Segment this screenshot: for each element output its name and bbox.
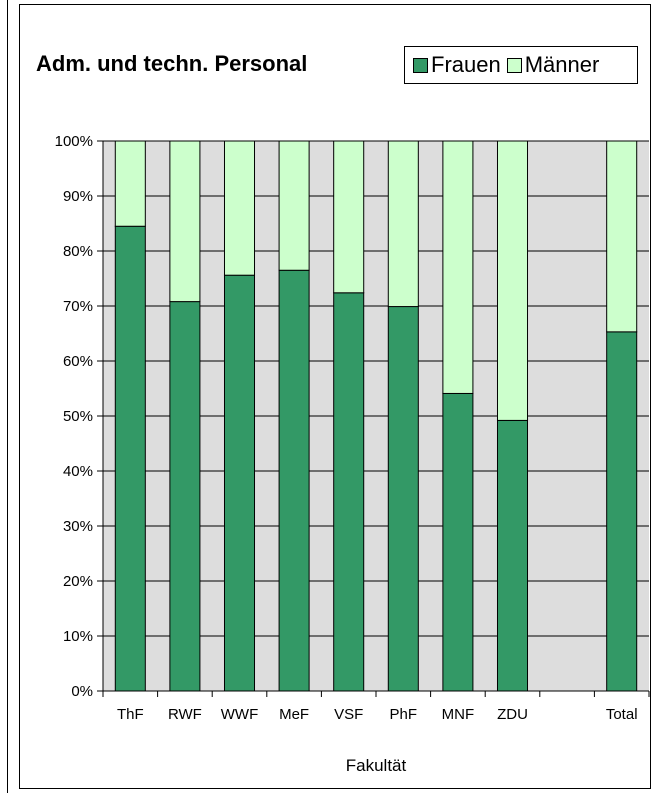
legend-item-frauen: Frauen <box>413 54 501 76</box>
y-tick-label: 90% <box>63 188 93 205</box>
bar-frauen <box>223 274 256 692</box>
bar-maenner <box>606 140 638 333</box>
x-tick-label: MNF <box>442 706 475 723</box>
bar-frauen <box>114 225 146 692</box>
bar-maenner <box>278 140 310 271</box>
y-tick-label: 50% <box>63 408 93 425</box>
bar-maenner <box>442 140 474 394</box>
bar-frauen <box>442 392 474 692</box>
bar-maenner <box>223 140 256 276</box>
legend: Frauen Männer <box>404 46 638 84</box>
x-axis-title: Fakultät <box>346 756 407 775</box>
x-tick-label: ThF <box>117 706 144 723</box>
adjacent-panel-edge <box>0 0 8 793</box>
y-tick-label: 10% <box>63 628 93 645</box>
bar-maenner <box>496 140 529 421</box>
x-tick-label: Total <box>606 706 638 723</box>
bar-frauen <box>333 292 365 692</box>
legend-label-frauen: Frauen <box>431 52 501 77</box>
legend-label-maenner: Männer <box>524 52 600 77</box>
x-tick-label: RWF <box>168 706 202 723</box>
bar-maenner <box>169 140 201 303</box>
y-tick-label: 30% <box>63 518 93 535</box>
chart-title: Adm. und techn. Personal <box>36 51 308 76</box>
legend-swatch-frauen <box>413 57 428 73</box>
x-tick-label: PhF <box>390 706 418 723</box>
bar-frauen <box>606 331 638 692</box>
bar-frauen <box>387 306 419 692</box>
y-tick-label: 70% <box>63 298 93 315</box>
plot-area: 0% 10% 20% 30% 40% 50% 60% 70% 80% 90% 100% ThF RWF W… <box>55 133 650 775</box>
y-tick-label: 40% <box>63 463 93 480</box>
y-tick-label: 20% <box>63 573 93 590</box>
x-tick-label: WWF <box>221 706 258 723</box>
bar-maenner <box>333 140 365 294</box>
chart-frame: Adm. und techn. Personal Frauen Männer 0… <box>19 4 651 789</box>
legend-swatch-maenner <box>506 57 522 73</box>
bar-frauen <box>169 301 201 692</box>
y-tick-label: 80% <box>63 243 93 260</box>
bar-frauen <box>278 269 310 692</box>
legend-item-maenner: Männer <box>506 52 600 77</box>
bar-maenner <box>387 140 419 308</box>
bar-maenner <box>114 140 146 227</box>
y-tick-label: 60% <box>63 353 93 370</box>
x-tick-label: MeF <box>279 706 309 723</box>
bar-frauen <box>496 419 529 692</box>
y-tick-label: 0% <box>71 683 93 700</box>
x-tick-label: VSF <box>334 706 363 723</box>
y-tick-label: 100% <box>55 133 93 150</box>
x-tick-label: ZDU <box>497 706 528 723</box>
